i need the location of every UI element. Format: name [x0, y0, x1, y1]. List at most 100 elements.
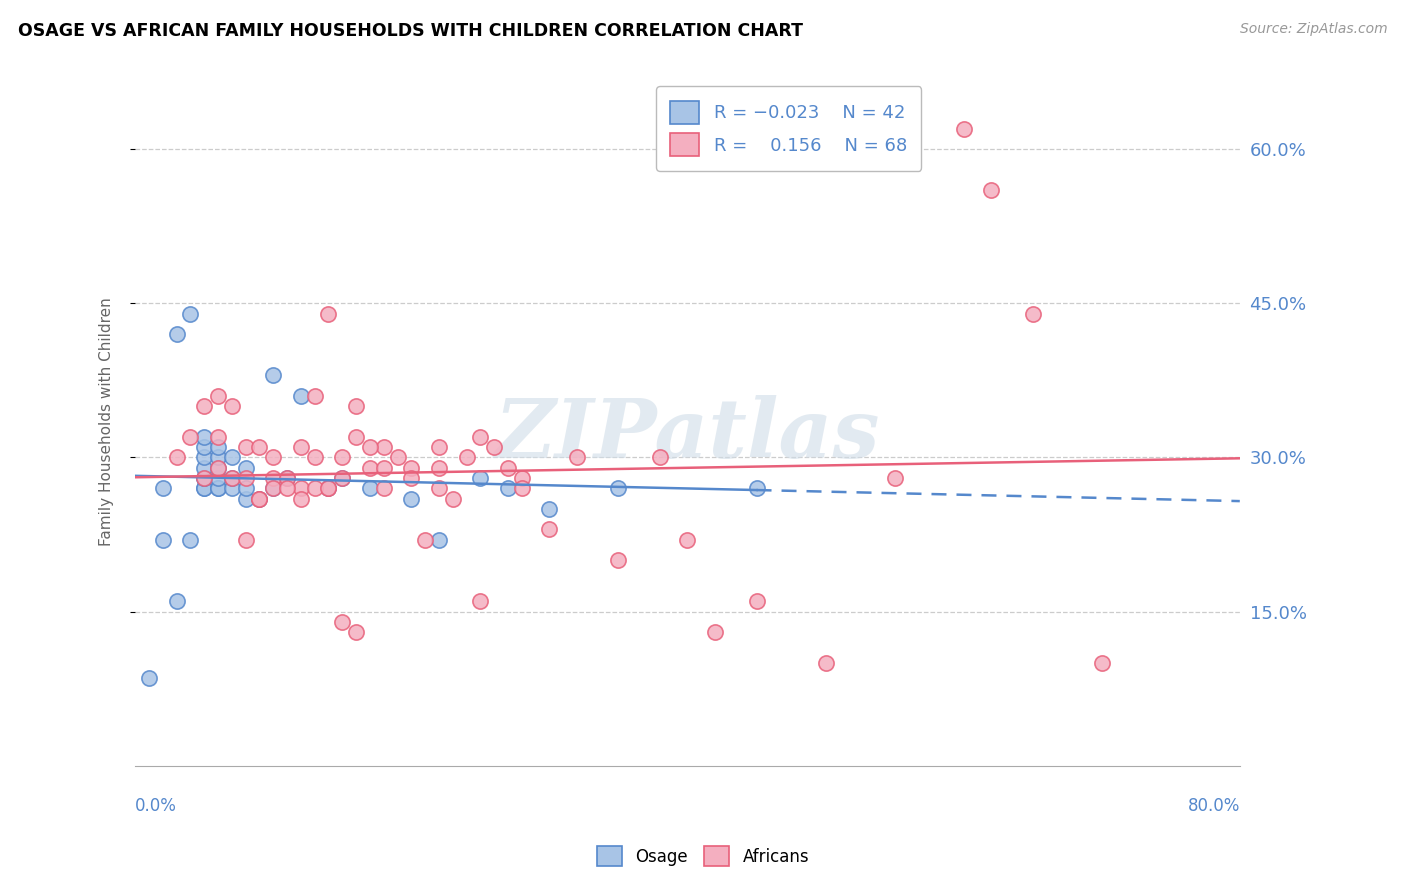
Point — [607, 553, 630, 567]
Point — [883, 471, 905, 485]
Point — [290, 389, 312, 403]
Point — [138, 671, 160, 685]
Point — [1091, 656, 1114, 670]
Point — [166, 327, 188, 342]
Point — [538, 501, 561, 516]
Point — [344, 625, 367, 640]
Text: Source: ZipAtlas.com: Source: ZipAtlas.com — [1240, 22, 1388, 37]
Point — [496, 460, 519, 475]
Point — [193, 481, 215, 495]
Point — [401, 460, 423, 475]
Point — [262, 368, 284, 383]
Point — [401, 471, 423, 485]
Point — [193, 471, 215, 485]
Point — [330, 471, 353, 485]
Point — [482, 440, 505, 454]
Text: 0.0%: 0.0% — [135, 797, 177, 814]
Point — [207, 460, 229, 475]
Point — [290, 440, 312, 454]
Point — [952, 121, 974, 136]
Point — [496, 481, 519, 495]
Point — [427, 533, 450, 547]
Point — [249, 440, 271, 454]
Point — [359, 460, 381, 475]
Point — [344, 430, 367, 444]
Point — [262, 481, 284, 495]
Point — [373, 440, 395, 454]
Point — [538, 522, 561, 536]
Point — [207, 450, 229, 465]
Point — [318, 307, 340, 321]
Point — [359, 481, 381, 495]
Point — [318, 481, 340, 495]
Point — [166, 594, 188, 608]
Point — [207, 430, 229, 444]
Point — [179, 533, 201, 547]
Point — [470, 471, 492, 485]
Point — [373, 481, 395, 495]
Point — [276, 481, 298, 495]
Point — [152, 533, 174, 547]
Point — [221, 450, 243, 465]
Point — [441, 491, 464, 506]
Point — [565, 450, 588, 465]
Point — [193, 399, 215, 413]
Point — [193, 430, 215, 444]
Point — [249, 491, 271, 506]
Point — [235, 533, 257, 547]
Point — [207, 440, 229, 454]
Point — [276, 471, 298, 485]
Point — [387, 450, 409, 465]
Point — [207, 460, 229, 475]
Point — [1021, 307, 1043, 321]
Point — [207, 471, 229, 485]
Point — [470, 430, 492, 444]
Point — [413, 533, 436, 547]
Point — [814, 656, 837, 670]
Point — [676, 533, 699, 547]
Point — [235, 460, 257, 475]
Point — [427, 460, 450, 475]
Point — [193, 481, 215, 495]
Point — [221, 471, 243, 485]
Point — [330, 471, 353, 485]
Point — [193, 471, 215, 485]
Point — [221, 481, 243, 495]
Point — [152, 481, 174, 495]
Y-axis label: Family Households with Children: Family Households with Children — [100, 297, 114, 546]
Point — [980, 183, 1002, 197]
Point — [166, 450, 188, 465]
Point — [510, 471, 533, 485]
Point — [290, 481, 312, 495]
Point — [179, 307, 201, 321]
Point — [745, 481, 768, 495]
Point — [745, 594, 768, 608]
Point — [344, 399, 367, 413]
Point — [207, 481, 229, 495]
Point — [401, 491, 423, 506]
Point — [510, 481, 533, 495]
Point — [262, 481, 284, 495]
Point — [207, 481, 229, 495]
Point — [235, 491, 257, 506]
Point — [276, 471, 298, 485]
Point — [359, 440, 381, 454]
Point — [427, 440, 450, 454]
Point — [318, 481, 340, 495]
Point — [607, 481, 630, 495]
Point — [456, 450, 478, 465]
Point — [221, 399, 243, 413]
Point — [235, 481, 257, 495]
Point — [318, 481, 340, 495]
Point — [249, 491, 271, 506]
Point — [193, 471, 215, 485]
Point — [249, 491, 271, 506]
Point — [193, 440, 215, 454]
Point — [304, 450, 326, 465]
Point — [304, 389, 326, 403]
Legend: R = −0.023    N = 42, R =    0.156    N = 68: R = −0.023 N = 42, R = 0.156 N = 68 — [657, 87, 921, 170]
Point — [470, 594, 492, 608]
Point — [330, 450, 353, 465]
Point — [221, 471, 243, 485]
Point — [304, 481, 326, 495]
